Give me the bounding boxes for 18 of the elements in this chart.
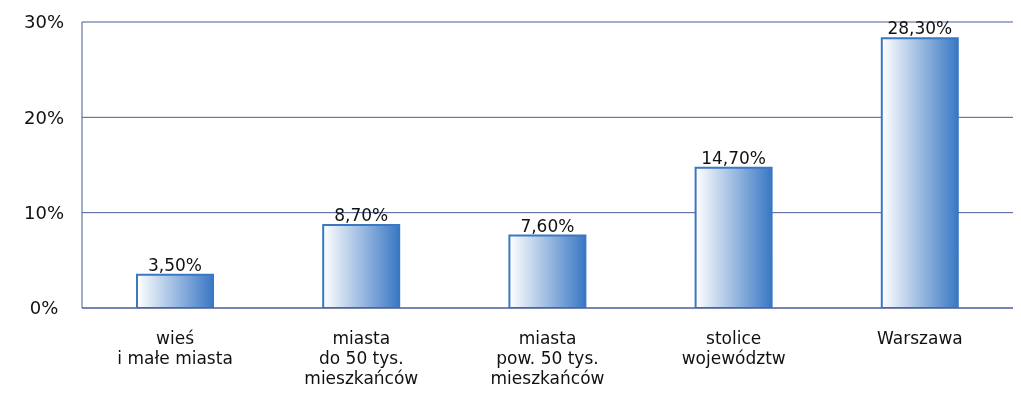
bar	[322, 224, 401, 308]
y-tick-label: 30%	[23, 11, 65, 33]
bar	[508, 234, 587, 308]
x-tick-label: miasta do 50 tys. mieszkańców	[304, 328, 419, 388]
data-label: 3,50%	[147, 254, 203, 275]
y-tick-label: 0%	[29, 297, 59, 319]
x-tick-label: stolice województw	[681, 328, 786, 368]
x-tick-label: miasta pow. 50 tys. mieszkańców	[490, 328, 605, 388]
data-label: 28,30%	[887, 18, 953, 39]
x-tick-label: wieś i małe miasta	[117, 328, 233, 368]
x-tick-label: Warszawa	[877, 328, 963, 348]
y-tick-label: 10%	[23, 202, 65, 224]
data-label: 7,60%	[520, 215, 575, 236]
bar	[136, 273, 214, 308]
data-label: 14,70%	[701, 147, 767, 168]
y-tick-label: 20%	[23, 106, 65, 128]
bar	[880, 37, 959, 308]
bar	[694, 166, 773, 308]
